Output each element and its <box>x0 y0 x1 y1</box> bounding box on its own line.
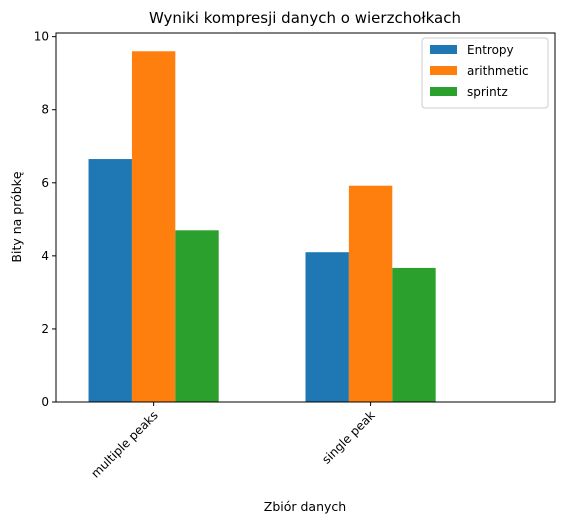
plot-frame <box>55 32 556 403</box>
x-tick-label: single peak <box>319 408 377 466</box>
bar-entropy-0 <box>88 159 132 402</box>
bar-arithmetic-1 <box>348 185 393 402</box>
x-tick-label: multiple peaks <box>88 408 160 480</box>
legend-swatch-entropy <box>430 45 457 54</box>
legend: Entropy arithmetic sprintz <box>421 37 549 109</box>
y-tick-label: 2 <box>41 322 49 336</box>
chart-title: Wyniki kompresji danych o wierzchołkach <box>149 9 461 27</box>
y-tick-label: 0 <box>41 395 49 409</box>
legend-swatch-sprintz <box>430 87 457 96</box>
y-axis-label: Bity na próbkę <box>9 171 24 262</box>
legend-label-arithmetic: arithmetic <box>467 64 529 78</box>
bar-entropy-1 <box>305 252 349 402</box>
y-tick-label: 6 <box>41 176 49 190</box>
y-tick-label: 4 <box>41 249 49 263</box>
legend-swatch-arithmetic <box>430 66 457 75</box>
bar-sprintz-0 <box>175 230 219 402</box>
x-axis: multiple peaks single peak <box>88 402 378 481</box>
x-axis-label: Zbiór danych <box>264 499 346 514</box>
plot-area <box>88 51 436 402</box>
bar-arithmetic-0 <box>131 51 176 402</box>
y-tick-label: 10 <box>34 30 49 44</box>
y-tick-label: 8 <box>41 103 49 117</box>
legend-label-entropy: Entropy <box>467 43 514 57</box>
y-axis: 0 2 4 6 8 10 <box>34 30 56 409</box>
bar-sprintz-1 <box>392 267 436 402</box>
legend-label-sprintz: sprintz <box>467 85 508 99</box>
